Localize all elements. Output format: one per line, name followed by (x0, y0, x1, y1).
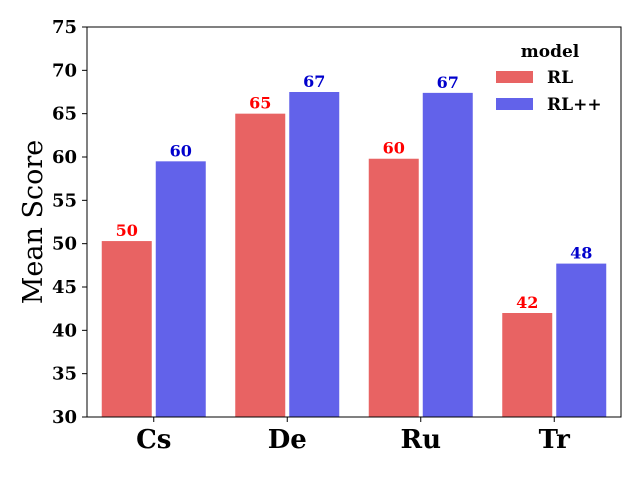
bar-rl-cs (101, 241, 152, 417)
data-label: 48 (570, 244, 592, 263)
data-label: 60 (170, 141, 192, 160)
y-tick-label: 65 (52, 104, 77, 125)
y-tick-label: 40 (52, 320, 77, 341)
y-tick-label: 35 (52, 364, 77, 385)
y-tick-label: 55 (52, 190, 77, 211)
y-tick-label: 50 (52, 234, 77, 255)
legend-swatch (496, 98, 533, 110)
x-tick-label: Tr (539, 425, 570, 455)
y-axis: 30 35 40 45 50 55 60 65 70 75 (52, 17, 87, 428)
legend-label: RL++ (547, 95, 602, 115)
data-labels-layer: 50 60 65 67 60 67 42 48 (116, 72, 593, 312)
y-tick-label: 60 (52, 147, 77, 168)
data-label: 60 (383, 139, 405, 158)
bar-rl-tr (502, 313, 553, 417)
bar-rlpp-de (289, 92, 340, 417)
y-tick-label: 70 (52, 60, 77, 81)
legend-swatch (496, 71, 533, 83)
legend: model RL RL++ (496, 42, 602, 115)
legend-label: RL (547, 68, 573, 88)
bar-rlpp-ru (422, 92, 473, 417)
bar-rl-ru (368, 158, 419, 417)
x-tick-label: Cs (136, 425, 171, 455)
y-axis-label: Mean Score (18, 140, 49, 304)
y-tick-label: 45 (52, 277, 77, 298)
data-label: 67 (303, 72, 325, 91)
bars-layer (101, 92, 607, 418)
x-axis: Cs De Ru Tr (136, 417, 570, 455)
data-label: 50 (116, 221, 138, 240)
bar-rlpp-tr (556, 263, 607, 417)
x-tick-label: De (268, 425, 307, 455)
y-tick-label: 30 (52, 407, 77, 428)
bar-rl-de (235, 113, 286, 418)
plot-frame (86, 26, 622, 418)
data-label: 67 (437, 73, 459, 92)
data-label: 42 (516, 293, 538, 312)
bar-rlpp-cs (155, 161, 206, 417)
data-label: 65 (249, 94, 271, 113)
legend-title: model (521, 42, 580, 62)
x-tick-label: Ru (400, 425, 441, 455)
y-tick-label: 75 (52, 17, 77, 38)
